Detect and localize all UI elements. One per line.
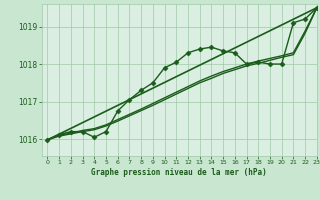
X-axis label: Graphe pression niveau de la mer (hPa): Graphe pression niveau de la mer (hPa)	[91, 168, 267, 177]
